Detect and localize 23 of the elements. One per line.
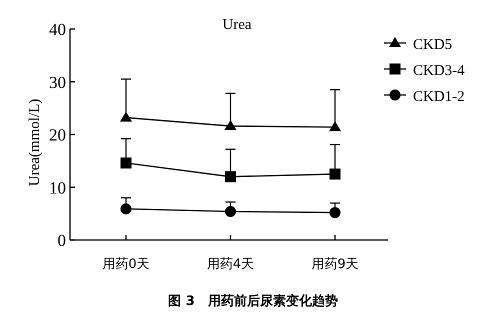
legend-label: CKD3-4 — [413, 63, 466, 79]
legend-label: CKD5 — [413, 37, 452, 53]
point — [329, 121, 341, 132]
x-tick-label: 用药0天 — [102, 257, 150, 272]
legend-label: CKD1-2 — [413, 89, 465, 105]
y-tick-label: 0 — [58, 231, 66, 250]
y-tick-label: 40 — [49, 20, 66, 39]
point — [120, 112, 132, 122]
point — [330, 207, 340, 218]
point — [225, 206, 236, 218]
point — [224, 120, 236, 130]
point — [120, 157, 132, 168]
y-tick-label: 20 — [49, 126, 66, 144]
y-tick-label: 30 — [49, 72, 66, 92]
point — [120, 203, 132, 214]
y-tick-label: 10 — [49, 178, 66, 198]
caption: 图 3 用药前后尿素变化趋势 — [168, 293, 338, 309]
x-tick-label: 用药9天 — [311, 257, 359, 272]
point — [225, 171, 236, 182]
y-axis-title: Urea(mmol/L) — [27, 98, 43, 186]
chart-title: Urea — [222, 17, 252, 33]
x-tick-label: 用药4天 — [206, 257, 254, 272]
point — [330, 168, 340, 180]
